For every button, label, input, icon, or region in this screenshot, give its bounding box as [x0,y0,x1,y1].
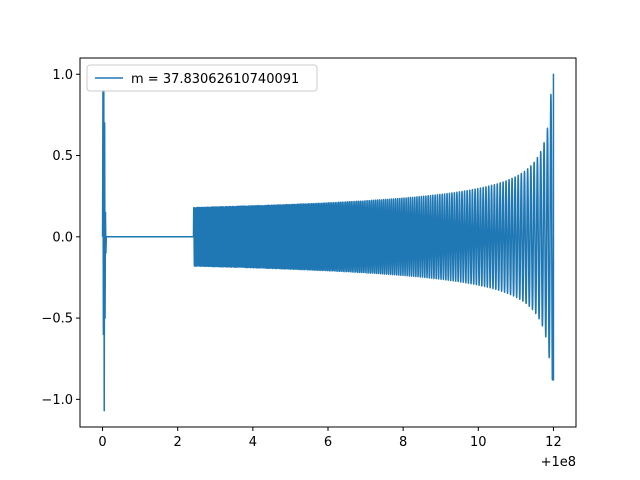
legend-box [86,64,318,92]
x-tick-label: 10 [470,435,487,450]
y-tick-label: 0.5 [52,149,73,164]
legend-label: m = 37.83062610740091 [131,72,299,87]
x-tick-label: 8 [399,435,407,450]
y-tick-label: 0.0 [52,230,73,245]
x-axis: 0 2 4 6 8 10 12 [98,427,562,450]
x-tick-label: 12 [545,435,562,450]
x-tick-label: 6 [324,435,332,450]
y-axis: 1.0 0.5 0.0 −0.5 −1.0 [41,68,80,408]
series-layer [101,73,555,412]
series-line [101,73,555,412]
y-tick-label: −0.5 [41,312,73,327]
y-tick-label: −1.0 [41,393,73,408]
legend: m = 37.83062610740091 [86,64,318,92]
y-tick-label: 1.0 [52,68,73,83]
x-tick-label: 2 [174,435,182,450]
x-tick-label: 0 [98,435,106,450]
x-tick-label: 4 [249,435,257,450]
x-axis-offset-label: +1e8 [541,455,576,470]
